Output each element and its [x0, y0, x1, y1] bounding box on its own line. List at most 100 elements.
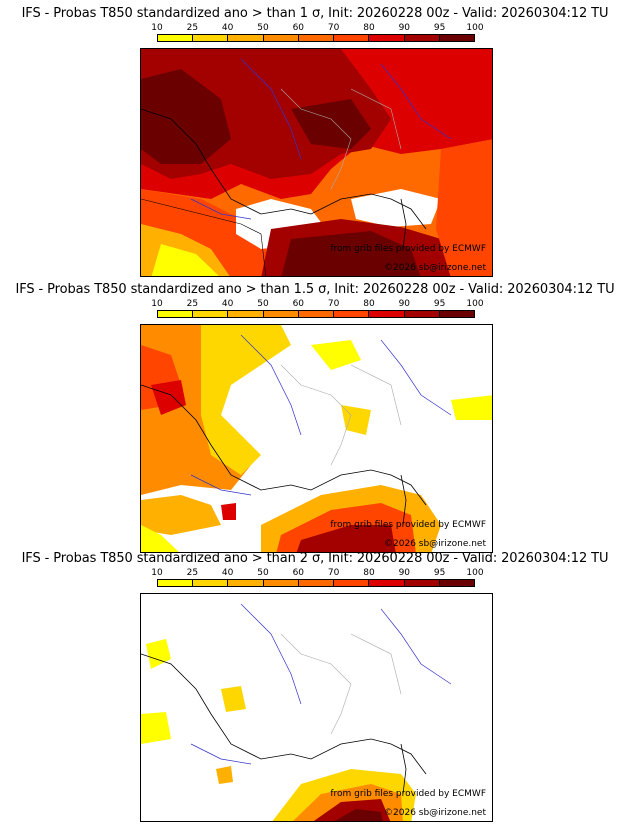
legend-tick: 10 [151, 299, 163, 309]
legend-tick: 90 [398, 23, 411, 33]
color-scale-segment [193, 311, 229, 317]
map-graphic [141, 603, 452, 821]
legend-tick: 100 [466, 23, 484, 33]
legend-tick: 40 [221, 23, 234, 33]
legend-tick: 70 [327, 23, 340, 33]
coastline-corsica [400, 198, 407, 250]
prob-zone-extreme [141, 69, 231, 164]
legend-tick: 80 [363, 23, 375, 33]
probability-map: from grib files provided by ECMWF ©2026 … [140, 324, 493, 553]
color-scale-segment [334, 580, 370, 586]
legend-tick: 50 [257, 23, 269, 33]
prob-zone-iberia-low [141, 525, 179, 552]
color-scale-segment [369, 35, 405, 41]
prob-zone-lowest [146, 639, 171, 669]
prob-zone-mediterranean-core [281, 231, 421, 276]
legend-tick: 60 [292, 299, 305, 309]
coastline [141, 108, 312, 215]
legend-tick: 10 [151, 23, 163, 33]
prob-zone-east [436, 139, 492, 276]
prob-zone-iberia-low [151, 244, 219, 276]
legend-tick: 25 [186, 299, 199, 309]
legend-tick: 80 [363, 299, 375, 309]
color-scale-segment [228, 35, 264, 41]
legend-tick: 70 [327, 299, 340, 309]
data-credit: from grib files provided by ECMWF [330, 520, 486, 530]
region-borders [280, 88, 402, 190]
panel-1sigma: IFS - Probas T850 standardized ano > tha… [0, 0, 630, 277]
data-credit: from grib files provided by ECMWF [330, 789, 486, 799]
legend-tick: 60 [292, 568, 305, 578]
prob-zone-west-high [151, 380, 186, 415]
color-scale-segment [334, 35, 370, 41]
color-scale-segment [298, 35, 335, 41]
color-scale-segment [228, 311, 264, 317]
color-scale-segment [439, 35, 474, 41]
color-scale-segment [298, 580, 335, 586]
copyright: ©2026 sb@irizone.net [384, 808, 486, 818]
coastline [141, 384, 427, 506]
panel-1-5sigma: IFS - Probas T850 standardized ano > tha… [0, 276, 630, 553]
legend-tick: 80 [363, 568, 375, 578]
coastline-corsica [400, 474, 407, 526]
color-scale-segment [369, 580, 405, 586]
legend-tick: 50 [257, 299, 269, 309]
prob-zone-mediterranean-core [334, 809, 383, 821]
legend-tick: 90 [398, 568, 411, 578]
legend-tick: 95 [433, 299, 446, 309]
color-scale-bar [157, 579, 475, 587]
data-credit: from grib files provided by ECMWF [330, 244, 486, 254]
probability-map: from grib files provided by ECMWF ©2026 … [140, 593, 493, 822]
color-scale-bar [157, 310, 475, 318]
coastline [141, 653, 427, 775]
legend-tick: 70 [327, 568, 340, 578]
probability-map: from grib files provided by ECMWF ©2026 … [140, 48, 493, 277]
color-scale-segment [263, 580, 299, 586]
coastline [310, 193, 427, 230]
prob-zone-extreme [291, 99, 371, 149]
legend-tick: 100 [466, 568, 484, 578]
color-scale-segment [158, 580, 194, 586]
color-scale-segment [158, 311, 194, 317]
prob-zone-none [351, 189, 441, 227]
legend-tick: 25 [186, 23, 199, 33]
panel-title: IFS - Probas T850 standardized ano > tha… [21, 551, 609, 566]
panel-title: IFS - Probas T850 standardized ano > tha… [21, 6, 609, 21]
color-scale-segment [263, 311, 299, 317]
prob-zone-lowest [311, 340, 361, 370]
color-scale-segment [263, 35, 299, 41]
legend-tick-labels: 10 25 40 50 60 70 80 90 95 100 [151, 23, 483, 35]
coastline-corsica [400, 743, 407, 795]
legend-tick-labels: 10 25 40 50 60 70 80 90 95 100 [151, 568, 483, 580]
legend-tick: 60 [292, 23, 305, 33]
color-scale-segment [298, 311, 335, 317]
legend-tick: 50 [257, 568, 269, 578]
color-scale-segment [193, 580, 229, 586]
copyright: ©2026 sb@irizone.net [384, 539, 486, 549]
legend-tick: 95 [433, 23, 446, 33]
prob-zone-mediterranean-core [296, 525, 396, 552]
color-scale-segment [228, 580, 264, 586]
region-borders [280, 633, 402, 735]
color-scale-segment [158, 35, 194, 41]
legend-tick: 95 [433, 568, 446, 578]
prob-zone-spot [216, 766, 233, 784]
prob-zone-lowest [141, 712, 171, 744]
legend-tick: 40 [221, 568, 234, 578]
prob-zone-low [201, 325, 291, 475]
color-scale-segment [404, 311, 440, 317]
legend-tick: 10 [151, 568, 163, 578]
color-scale-segment [369, 311, 405, 317]
region-borders [280, 364, 402, 466]
color-scale-segment [404, 35, 440, 41]
panel-title: IFS - Probas T850 standardized ano > tha… [15, 282, 615, 297]
rivers [190, 334, 452, 496]
color-scale-segment [334, 311, 370, 317]
map-graphic [141, 49, 492, 276]
prob-zone-lowest [451, 395, 492, 420]
color-scale-bar [157, 34, 475, 42]
color-scale-segment [193, 35, 229, 41]
rivers [190, 58, 452, 220]
color-scale-segment [404, 580, 440, 586]
legend-tick: 25 [186, 568, 199, 578]
